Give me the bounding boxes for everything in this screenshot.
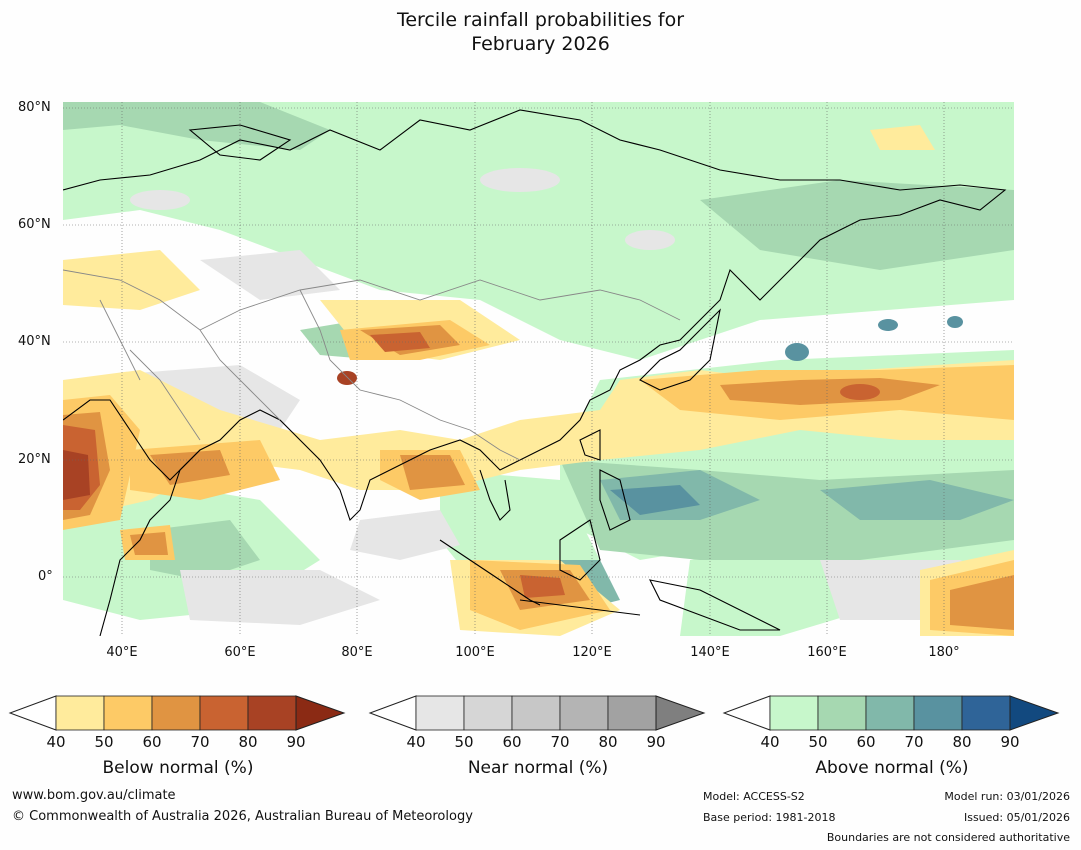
colorbar-segment — [607, 695, 657, 731]
gridlines — [63, 102, 1014, 636]
colorbar-segment — [199, 695, 249, 731]
lon-label-80e: 80°E — [341, 645, 373, 660]
colorbar-segment — [463, 695, 513, 731]
colorbar-segment — [151, 695, 201, 731]
rainfall-map — [63, 102, 1014, 636]
colorbar-upper-extension — [655, 695, 706, 731]
disclaimer-text: Boundaries are not considered authoritat… — [826, 831, 1070, 844]
colorbar-tick-label: 70 — [550, 733, 570, 751]
map-area: 80°N 60°N 40°N 20°N 0° 40°E 60°E 80°E 10… — [18, 100, 1014, 660]
colorbar-segment — [55, 695, 105, 731]
colorbar-tick-label: 50 — [808, 733, 828, 751]
model-text: Model: ACCESS-S2 — [703, 790, 805, 803]
lon-label-100e: 100°E — [455, 645, 495, 660]
colorbar-tick-label: 40 — [760, 733, 780, 751]
colorbar-near-normal — [368, 695, 706, 731]
chart-title: Tercile rainfall probabilities for Febru… — [0, 8, 1081, 56]
colorbar-segment — [817, 695, 867, 731]
colorbar-segment — [913, 695, 963, 731]
lat-label-60n: 60°N — [18, 217, 51, 232]
title-line-1: Tercile rainfall probabilities for — [396, 9, 685, 31]
lat-label-20n: 20°N — [18, 452, 51, 467]
lon-label-120e: 120°E — [572, 645, 612, 660]
title-line-2: February 2026 — [471, 33, 610, 55]
colorbar-lower-extension — [722, 695, 771, 731]
colorbar-segment — [865, 695, 915, 731]
above-normal-70-80 — [610, 316, 963, 515]
colorbar-segment — [769, 695, 819, 731]
base-period-text: Base period: 1981-2018 — [703, 811, 836, 824]
colorbar-below-normal — [8, 695, 346, 731]
colorbar-upper-extension — [295, 695, 346, 731]
colorbar-segment — [511, 695, 561, 731]
colorbar-tick-label: 90 — [646, 733, 666, 751]
colorbar-lower-extension — [368, 695, 417, 731]
colorbar-tick-label: 70 — [190, 733, 210, 751]
colorbar-tick-label: 50 — [454, 733, 474, 751]
lon-label-180: 180° — [928, 645, 960, 660]
colorbar-segment — [103, 695, 153, 731]
issued-text: Issued: 05/01/2026 — [963, 811, 1070, 824]
lat-label-0: 0° — [38, 569, 53, 584]
colorbar-segment — [559, 695, 609, 731]
colorbar-lower-extension — [8, 695, 57, 731]
lon-label-40e: 40°E — [106, 645, 138, 660]
colorbar-segment — [415, 695, 465, 731]
colorbar-tick-label: 40 — [406, 733, 426, 751]
lat-label-80n: 80°N — [18, 100, 51, 115]
colorbar-tick-label: 60 — [856, 733, 876, 751]
colorbar-upper-extension — [1009, 695, 1060, 731]
colorbar-segment — [247, 695, 297, 731]
lat-label-40n: 40°N — [18, 334, 51, 349]
colorbar-tick-label: 50 — [94, 733, 114, 751]
colorbar-tick-label: 60 — [142, 733, 162, 751]
colorbar-above-normal — [722, 695, 1060, 731]
website-link[interactable]: www.bom.gov.au/climate — [12, 788, 176, 803]
lon-label-140e: 140°E — [690, 645, 730, 660]
colorbar-tick-label: 90 — [286, 733, 306, 751]
copyright-text: © Commonwealth of Australia 2026, Austra… — [12, 809, 473, 824]
colorbar-tick-label: 60 — [502, 733, 522, 751]
coastlines — [63, 109, 1007, 636]
country-borders — [63, 269, 681, 461]
model-run-text: Model run: 03/01/2026 — [944, 790, 1070, 803]
colorbar-segment — [961, 695, 1011, 731]
lon-label-160e: 160°E — [807, 645, 847, 660]
legend-title-above-normal: Above normal (%) — [815, 758, 969, 778]
legend-title-near-normal: Near normal (%) — [467, 758, 609, 778]
lon-label-60e: 60°E — [224, 645, 256, 660]
colorbar-tick-label: 70 — [904, 733, 924, 751]
colorbar-tick-label: 90 — [1000, 733, 1020, 751]
colorbar-tick-label: 80 — [952, 733, 972, 751]
colorbar-tick-label: 40 — [46, 733, 66, 751]
legend-title-below-normal: Below normal (%) — [102, 758, 254, 778]
colorbar-tick-label: 80 — [598, 733, 618, 751]
colorbar-tick-label: 80 — [238, 733, 258, 751]
